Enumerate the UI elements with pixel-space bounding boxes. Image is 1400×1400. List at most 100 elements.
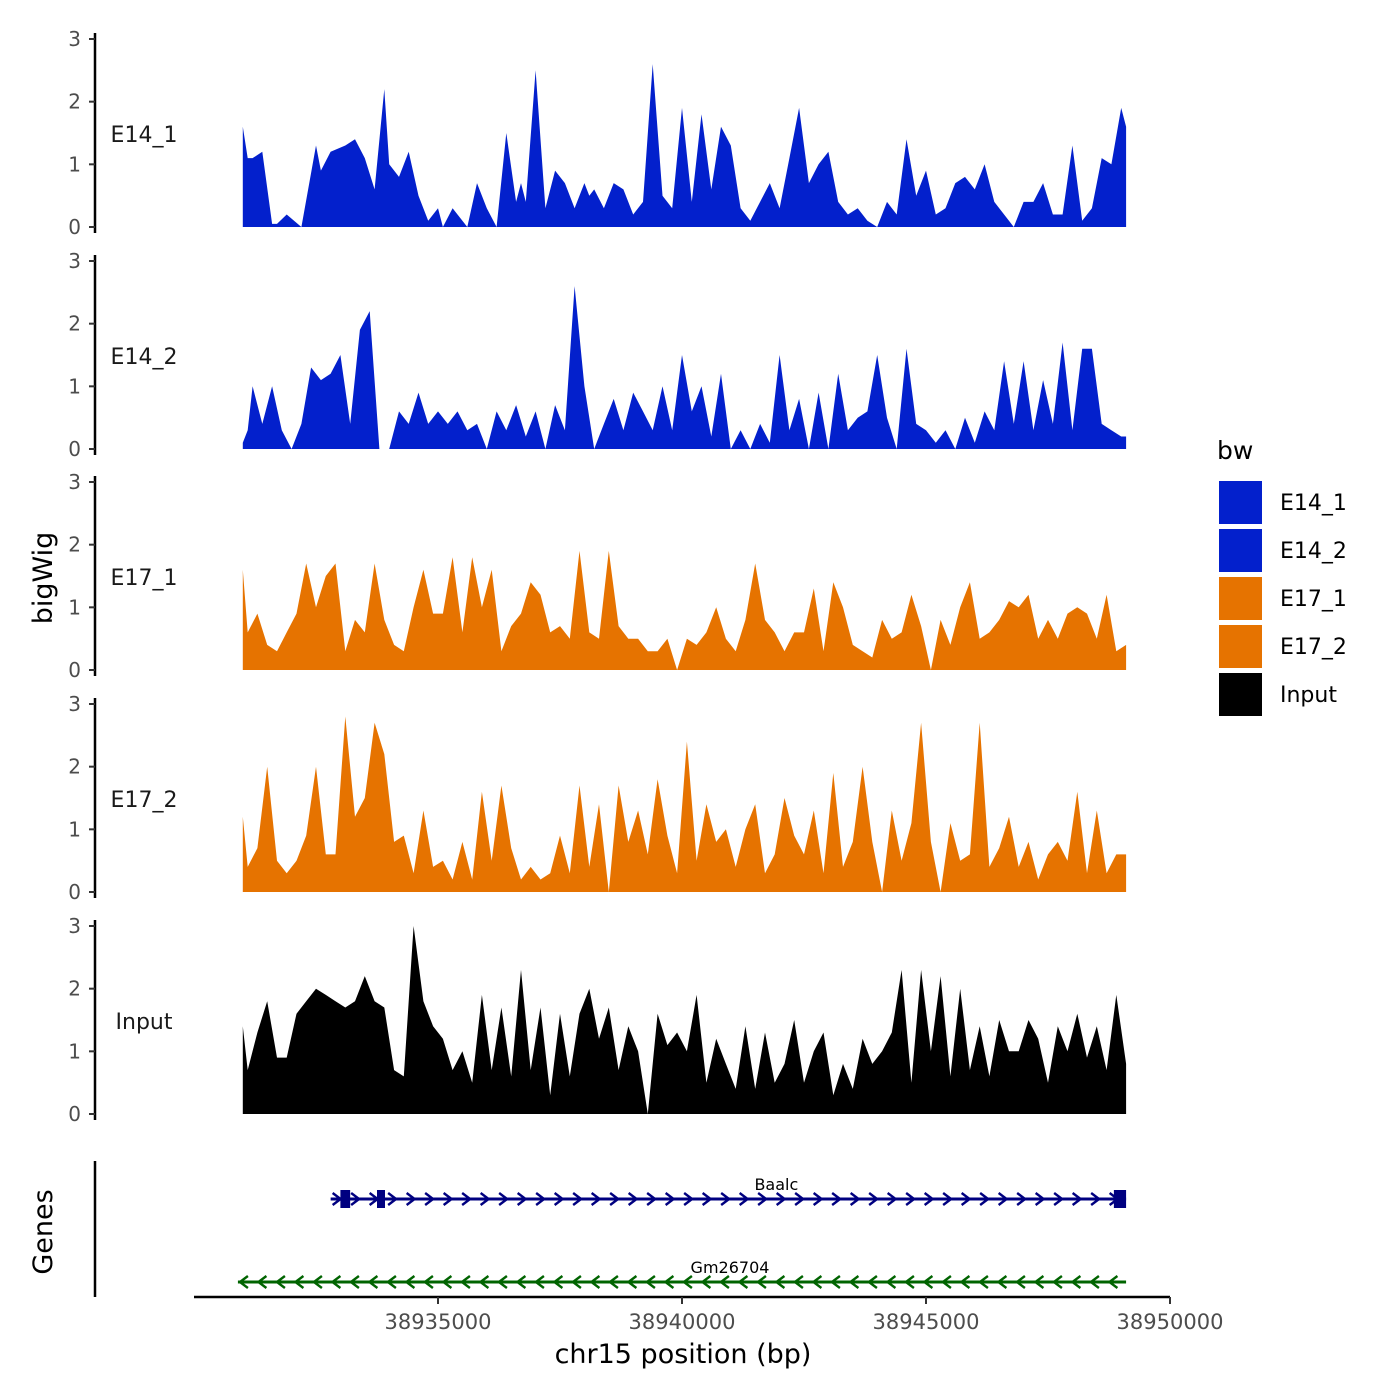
coverage-area-e14-1 — [242, 64, 1127, 227]
strand-chevron — [663, 1275, 675, 1289]
y-tick-label: 3 — [68, 914, 81, 938]
strand-chevron — [774, 1275, 786, 1289]
strand-chevron — [1070, 1275, 1082, 1289]
strand-chevron — [422, 1275, 434, 1289]
track-label-e17-1: E17_1 — [111, 566, 178, 591]
strand-chevron — [979, 1192, 991, 1206]
y-tick-label: 1 — [68, 1039, 81, 1063]
track-label-e14-2: E14_2 — [111, 345, 178, 370]
strand-chevron — [664, 1192, 676, 1206]
strand-chevron — [1090, 1192, 1102, 1206]
strand-chevron — [700, 1275, 712, 1289]
strand-chevron — [442, 1192, 454, 1206]
strand-chevron — [1034, 1192, 1046, 1206]
strand-chevron — [996, 1275, 1008, 1289]
strand-chevron — [737, 1275, 749, 1289]
strand-chevron — [387, 1192, 399, 1206]
y-tick-label: 0 — [68, 880, 81, 904]
strand-chevron — [479, 1192, 491, 1206]
strand-chevron — [626, 1275, 638, 1289]
strand-chevron — [498, 1192, 510, 1206]
strand-chevron — [794, 1192, 806, 1206]
genes-axis-title: Genes — [28, 1189, 59, 1274]
coverage-area-e14-2 — [242, 286, 1127, 449]
strand-chevron — [237, 1275, 249, 1289]
legend-label: E17_1 — [1280, 587, 1347, 612]
legend-swatch — [1217, 527, 1264, 574]
track-label-e17-2: E17_2 — [111, 788, 178, 813]
y-tick-label: 1 — [68, 374, 81, 398]
y-tick-label: 0 — [68, 215, 81, 239]
legend-label: E14_2 — [1280, 539, 1347, 564]
legend-item-e14-1: E14_1 — [1217, 479, 1347, 526]
strand-chevron — [1033, 1275, 1045, 1289]
y-axis-title: bigWig — [28, 532, 59, 625]
strand-chevron — [516, 1192, 528, 1206]
strand-chevron — [274, 1275, 286, 1289]
strand-chevron — [755, 1275, 767, 1289]
legend-label: Input — [1280, 683, 1337, 708]
x-tick-label: 38945000 — [873, 1310, 980, 1334]
strand-chevron — [570, 1275, 582, 1289]
legend-swatch — [1217, 671, 1264, 718]
strand-chevron — [609, 1192, 621, 1206]
strand-chevron — [552, 1275, 564, 1289]
strand-chevron — [1088, 1275, 1100, 1289]
strand-chevron — [1014, 1275, 1026, 1289]
strand-chevron — [959, 1275, 971, 1289]
legend-swatch — [1217, 479, 1264, 526]
gene-gm26704: Gm26704 — [237, 1258, 1127, 1289]
strand-chevron — [367, 1275, 379, 1289]
strand-chevron — [572, 1192, 584, 1206]
legend: bw E14_1 E14_2 E17_1 E17_2 Input — [1217, 436, 1347, 718]
strand-chevron — [886, 1192, 898, 1206]
strand-chevron — [348, 1275, 360, 1289]
strand-chevron — [1016, 1192, 1028, 1206]
strand-chevron — [589, 1275, 601, 1289]
strand-chevron — [553, 1192, 565, 1206]
strand-chevron — [533, 1275, 545, 1289]
coverage-area-input — [242, 926, 1127, 1114]
y-tick-label: 2 — [68, 533, 81, 557]
genes-layer: Genes Baalc Gm26704 — [28, 1161, 1127, 1297]
strand-chevron — [923, 1192, 935, 1206]
gene-baalc: Baalc — [330, 1175, 1127, 1208]
y-tick-label: 0 — [68, 658, 81, 682]
track-panel-e17-1: 0 1 2 3 E17_1 — [68, 470, 1127, 682]
legend-item-e17-2: E17_2 — [1217, 623, 1347, 670]
y-tick-label: 3 — [68, 249, 81, 273]
coverage-area-e17-2 — [242, 716, 1127, 892]
track-label-input: Input — [116, 1010, 173, 1035]
y-tick-label: 0 — [68, 1102, 81, 1126]
track-label-e14-1: E14_1 — [111, 123, 178, 148]
y-tick-label: 2 — [68, 755, 81, 779]
strand-chevron — [701, 1192, 713, 1206]
y-tick-label: 2 — [68, 977, 81, 1001]
legend-item-input: Input — [1217, 671, 1337, 718]
strand-chevron — [775, 1192, 787, 1206]
track-panel-input: 0 1 2 3 Input — [68, 914, 1127, 1126]
x-axis-title: chr15 position (bp) — [555, 1339, 812, 1370]
strand-chevron — [607, 1275, 619, 1289]
legend-title: bw — [1217, 436, 1253, 465]
strand-chevron — [866, 1275, 878, 1289]
strand-chevron — [849, 1192, 861, 1206]
strand-chevron — [757, 1192, 769, 1206]
exon-block — [377, 1190, 385, 1208]
strand-chevron — [922, 1275, 934, 1289]
legend-label: E14_1 — [1280, 491, 1347, 516]
y-tick-label: 2 — [68, 312, 81, 336]
y-tick-label: 3 — [68, 692, 81, 716]
tracks-layer: 0 1 2 3 E14_1 0 1 2 3 E14_2 0 1 2 3 E17_1 0 1 2 3 E17_2 0 1 2 3… — [68, 27, 1127, 1126]
strand-chevron — [311, 1275, 323, 1289]
exon-block — [340, 1190, 351, 1208]
y-tick-label: 0 — [68, 437, 81, 461]
strand-chevron — [1107, 1275, 1119, 1289]
strand-chevron — [404, 1275, 416, 1289]
strand-chevron — [590, 1192, 602, 1206]
legend-label: E17_2 — [1280, 635, 1347, 660]
strand-chevron — [461, 1192, 473, 1206]
strand-chevron — [1053, 1192, 1065, 1206]
y-tick-label: 1 — [68, 817, 81, 841]
x-tick-label: 38940000 — [629, 1310, 736, 1334]
